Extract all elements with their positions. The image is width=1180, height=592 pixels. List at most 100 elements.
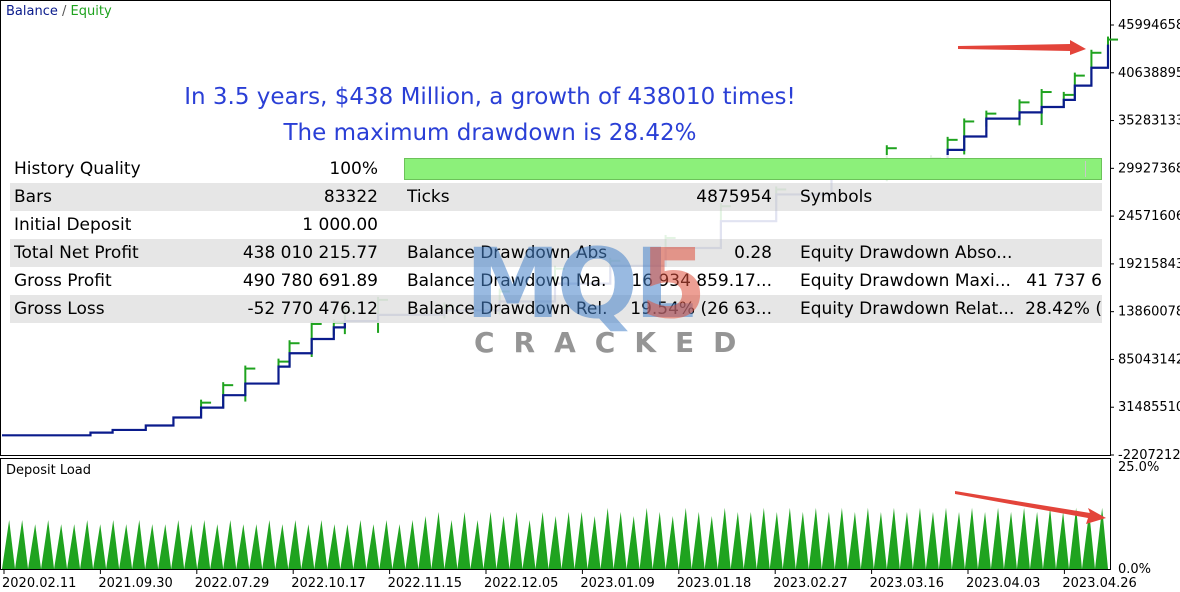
- load-axis-label: 0.0%: [1118, 562, 1151, 577]
- deposit-load-peak: [795, 511, 809, 569]
- chart-legend: Balance / Equity: [6, 4, 112, 19]
- deposit-load-peak: [457, 511, 471, 569]
- deposit-load-peak: [899, 511, 913, 569]
- deposit-load-peak: [392, 524, 406, 569]
- equity-dd-rel-value: 28.42% (: [1025, 299, 1102, 319]
- bottom-arrow-annotation: [955, 491, 1106, 524]
- gross-loss-value: -52 770 476.12: [247, 299, 378, 319]
- deposit-load-peak: [639, 507, 653, 569]
- legend-equity: Equity: [70, 4, 112, 19]
- price-axis-label: -22072128: [1118, 448, 1180, 463]
- deposit-load-peak: [652, 511, 666, 569]
- legend-balance: Balance: [6, 4, 58, 19]
- deposit-load-peak: [119, 524, 133, 569]
- deposit-load-peak: [665, 515, 679, 569]
- deposit-load-peak: [860, 507, 874, 569]
- deposit-load-peak: [522, 520, 536, 569]
- deposit-load-peak: [561, 511, 575, 569]
- history-quality-bar: [404, 158, 1102, 180]
- deposit-load-peak: [158, 524, 172, 569]
- deposit-load-peak: [431, 511, 445, 569]
- deposit-load-peak: [873, 511, 887, 569]
- deposit-load-peak: [405, 520, 419, 569]
- date-axis-label: 2022.12.05: [484, 576, 558, 591]
- price-axis-label: 245716060: [1118, 209, 1180, 224]
- deposit-load-peak: [990, 507, 1004, 569]
- balance-dd-rel-value: 19.54% (26 63...: [630, 299, 772, 319]
- initial-deposit-value: 1 000.00: [302, 215, 378, 235]
- deposit-load-peak: [704, 515, 718, 569]
- deposit-load-peak: [821, 511, 835, 569]
- date-axis-label: 2023.01.09: [580, 576, 654, 591]
- total-net-profit-label: Total Net Profit: [14, 243, 139, 263]
- deposit-load-peak: [1042, 507, 1056, 569]
- date-axis-label: 2020.02.11: [2, 576, 76, 591]
- stats-row-gross-profit: Gross Profit 490 780 691.89 Balance Draw…: [10, 267, 1102, 295]
- deposit-load-peak: [54, 524, 68, 569]
- deposit-load-peak: [132, 520, 146, 569]
- deposit-load-peak: [912, 507, 926, 569]
- date-axis-label: 2022.10.17: [291, 576, 365, 591]
- deposit-load-peak: [275, 524, 289, 569]
- equity-dd-max-label: Equity Drawdown Maxi...: [800, 271, 1011, 291]
- deposit-load-peak: [626, 515, 640, 569]
- balance-dd-rel-label: Balance Drawdown Rel...: [407, 299, 607, 319]
- gross-profit-value: 490 780 691.89: [242, 271, 378, 291]
- history-quality-bar-mark: [1085, 161, 1086, 177]
- deposit-load-peak: [730, 511, 744, 569]
- deposit-load-peak: [574, 511, 588, 569]
- deposit-load-peak: [834, 507, 848, 569]
- deposit-load-peak: [197, 520, 211, 569]
- deposit-load-peak: [951, 511, 965, 569]
- legend-separator: /: [62, 4, 67, 19]
- history-quality-label: History Quality: [14, 159, 141, 179]
- deposit-load-peak: [535, 511, 549, 569]
- deposit-load-peak: [223, 520, 237, 569]
- balance-dd-max-label: Balance Drawdown Ma...: [407, 271, 607, 291]
- total-net-profit-value: 438 010 215.77: [242, 243, 378, 263]
- deposit-load-peak: [1094, 507, 1108, 569]
- equity-dd-rel-label: Equity Drawdown Relat...: [800, 299, 1015, 319]
- deposit-load-peak: [691, 511, 705, 569]
- deposit-load-peak: [1016, 507, 1030, 569]
- price-axis-label: 31485510: [1118, 400, 1180, 415]
- deposit-load-peak: [327, 524, 341, 569]
- price-axis-label: 299273684: [1118, 161, 1180, 176]
- stats-row-gross-loss: Gross Loss -52 770 476.12 Balance Drawdo…: [10, 295, 1102, 323]
- deposit-load-peak: [808, 507, 822, 569]
- price-axis-label: 406388957: [1118, 66, 1180, 81]
- date-axis-label: 2023.03.16: [870, 576, 944, 591]
- deposit-load-peak: [509, 511, 523, 569]
- price-axis-label: 192158436: [1118, 257, 1180, 272]
- gross-profit-label: Gross Profit: [14, 271, 112, 291]
- deposit-load-peak: [210, 524, 224, 569]
- deposit-load-peak: [184, 524, 198, 569]
- bars-value: 83322: [323, 187, 378, 207]
- stats-row-deposit: Initial Deposit 1 000.00: [10, 211, 1102, 239]
- deposit-load-peak: [379, 520, 393, 569]
- date-axis: 2020.02.11 2021.09.30 2022.07.29 2022.10.17…: [2, 570, 1137, 591]
- deposit-load-peak: [782, 507, 796, 569]
- load-axis-label: 25.0%: [1118, 460, 1159, 475]
- deposit-load-peak: [886, 507, 900, 569]
- deposit-load-peak: [80, 520, 94, 569]
- deposit-load-peak: [418, 515, 432, 569]
- deposit-load-peak: [249, 524, 263, 569]
- deposit-load-peak: [678, 507, 692, 569]
- deposit-load-peak: [1029, 511, 1043, 569]
- deposit-load-peak: [925, 511, 939, 569]
- deposit-load-peak: [145, 524, 159, 569]
- deposit-load-peak: [340, 524, 354, 569]
- deposit-load-peak: [1068, 507, 1082, 569]
- deposit-load-title: Deposit Load: [6, 463, 92, 478]
- headline-growth: In 3.5 years, $438 Million, a growth of …: [184, 84, 796, 110]
- deposit-load-peak: [548, 515, 562, 569]
- load-axis: 25.0% 0.0%: [1118, 460, 1159, 577]
- bars-label: Bars: [14, 187, 52, 207]
- deposit-load-peak: [353, 520, 367, 569]
- deposit-load-peak: [496, 515, 510, 569]
- deposit-load-peak: [301, 524, 315, 569]
- balance-dd-max-value: 16 934 859.17...: [631, 271, 772, 291]
- deposit-load-peak: [587, 515, 601, 569]
- balance-dd-abs-label: Balance Drawdown Abs...: [407, 243, 607, 263]
